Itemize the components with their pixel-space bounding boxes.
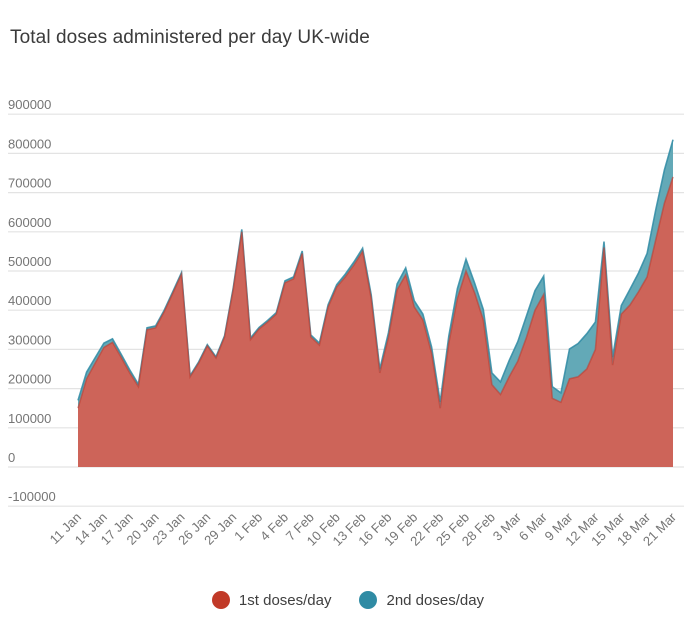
- x-tick-label: 4 Feb: [257, 510, 291, 544]
- area-chart: 900000 800000 700000 600000 500000 400000 3000…: [8, 97, 684, 549]
- x-tick-label: 1 Feb: [231, 510, 265, 544]
- y-tick-label: 600000: [8, 215, 51, 230]
- legend-label: 2nd doses/day: [386, 591, 485, 609]
- y-tick-label: 100000: [8, 411, 51, 426]
- first-doses-dot-icon: [211, 591, 230, 609]
- x-tick-label: 6 Mar: [516, 509, 551, 544]
- y-tick-label: 0: [8, 450, 15, 465]
- y-tick-label: 300000: [8, 332, 51, 347]
- second-doses-dot-icon: [359, 591, 378, 609]
- y-tick-label: 900000: [8, 97, 51, 112]
- y-tick-label: 200000: [8, 372, 51, 387]
- y-tick-label: 500000: [8, 254, 51, 269]
- x-tick-label: 3 Mar: [490, 509, 525, 544]
- legend-item-first-doses: 1st doses/day: [211, 591, 332, 609]
- legend-item-second-doses: 2nd doses/day: [359, 591, 484, 609]
- first-doses-line: [77, 176, 674, 409]
- y-tick-label: 700000: [8, 176, 51, 191]
- page-title: Total doses administered per day UK-wide: [10, 27, 370, 48]
- chart-legend: 1st doses/day 2nd doses/day: [0, 591, 696, 609]
- legend-label: 1st doses/day: [238, 591, 332, 609]
- y-tick-label: -100000: [8, 489, 56, 504]
- y-tick-label: 800000: [8, 136, 51, 151]
- y-tick-label: 400000: [8, 293, 51, 308]
- first-doses-area: [78, 176, 673, 467]
